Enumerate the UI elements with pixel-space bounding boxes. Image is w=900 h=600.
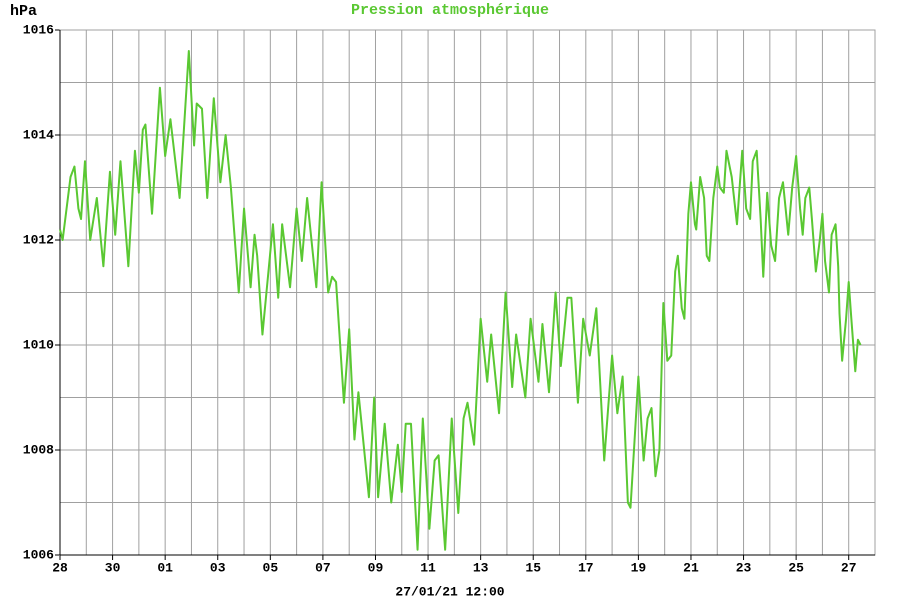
x-tick-label: 05 [263, 560, 279, 575]
y-tick-label: 1010 [23, 337, 54, 352]
x-tick-label: 27 [841, 560, 857, 575]
x-tick-label: 21 [683, 560, 699, 575]
y-tick-label: 1016 [23, 22, 54, 37]
y-tick-label: 1008 [23, 442, 54, 457]
x-tick-label: 28 [52, 560, 68, 575]
x-tick-label: 23 [736, 560, 752, 575]
chart-title: Pression atmosphérique [351, 2, 549, 19]
y-tick-label: 1006 [23, 547, 54, 562]
x-tick-label: 30 [105, 560, 121, 575]
y-axis-label: hPa [10, 3, 37, 20]
pressure-line [59, 50, 862, 551]
x-tick-label: 01 [157, 560, 173, 575]
x-tick-label: 17 [578, 560, 594, 575]
x-tick-label: 15 [525, 560, 541, 575]
x-tick-label: 25 [788, 560, 804, 575]
x-axis-label: 27/01/21 12:00 [395, 584, 504, 599]
x-tick-label: 07 [315, 560, 331, 575]
x-tick-label: 09 [368, 560, 384, 575]
y-tick-label: 1012 [23, 232, 54, 247]
x-tick-label: 11 [420, 560, 436, 575]
x-tick-label: 19 [631, 560, 647, 575]
y-tick-label: 1014 [23, 127, 54, 142]
x-tick-label: 13 [473, 560, 489, 575]
x-tick-label: 03 [210, 560, 226, 575]
